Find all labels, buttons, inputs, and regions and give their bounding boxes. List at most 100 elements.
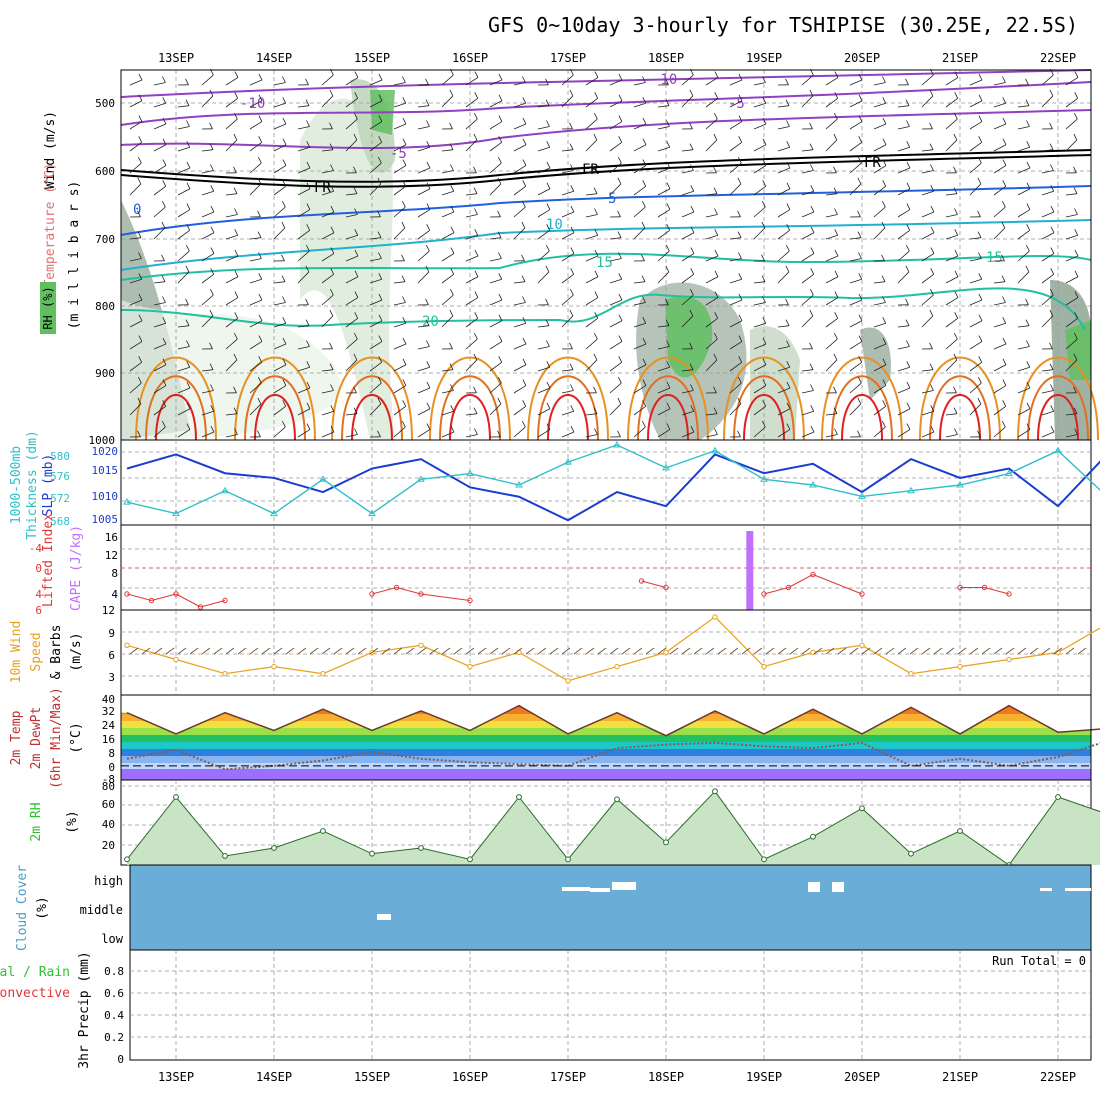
slp-tick: 1005: [92, 513, 119, 526]
wind-speed-marker: [615, 664, 619, 668]
date-label: 19SEP: [746, 1070, 782, 1084]
temp2m-label-4: (°C): [69, 722, 84, 753]
rh-marker: [713, 789, 718, 794]
temp-band: [121, 728, 1091, 735]
temp-band: [121, 749, 1091, 756]
rh-marker: [566, 857, 571, 862]
cloud-level-low: low: [101, 932, 123, 946]
rh-marker: [174, 795, 179, 800]
cape-bar: [746, 531, 753, 610]
rh2m-unit: (%): [65, 810, 80, 833]
rh-marker: [517, 795, 522, 800]
wind10-label-3: & Barbs: [49, 625, 64, 680]
date-label: 20SEP: [844, 51, 880, 65]
temp-tick: 16: [102, 733, 115, 746]
wind-speed-marker: [174, 657, 178, 661]
precip-label-total: Total / Rain: [0, 965, 70, 980]
wind-speed-marker: [713, 615, 717, 619]
date-label: 22SEP: [1040, 1070, 1076, 1084]
temp-ticks: 40 32 24 16 8 0 -8: [102, 693, 116, 786]
date-label: 21SEP: [942, 51, 978, 65]
date-label: 18SEP: [648, 51, 684, 65]
rh-marker: [419, 846, 424, 851]
rh-marker: [272, 846, 277, 851]
wind-speed-marker: [321, 672, 325, 676]
wind-speed-marker: [419, 643, 423, 647]
contour-label: 5: [608, 191, 616, 207]
date-label: 13SEP: [158, 1070, 194, 1084]
wind-speed-marker: [566, 679, 570, 683]
rh-marker: [125, 857, 130, 862]
rh-marker: [860, 806, 865, 811]
cloud-gap: [808, 882, 820, 892]
precip-panel: Run Total = 0 0.8 0.6 0.4 0.2 0 Total / …: [0, 950, 1091, 1069]
rh-marker: [762, 857, 767, 862]
rh2m-panel: 80 60 40 20 2m RH (%): [29, 780, 1100, 867]
temp2m-label-3: (6hr Min/Max): [49, 687, 64, 789]
temp-tick: 32: [102, 705, 115, 718]
wind-speed-marker: [860, 643, 864, 647]
rh-marker: [958, 829, 963, 834]
cloud-gap: [1065, 888, 1091, 891]
date-label: 13SEP: [158, 51, 194, 65]
contour-label: 10: [546, 217, 563, 233]
contour-label: 15: [986, 250, 1003, 266]
cape-label: CAPE (J/kg): [69, 525, 84, 611]
rh-marker: [909, 851, 914, 856]
rh-marker: [1056, 795, 1061, 800]
temp-tick: 8: [108, 747, 115, 760]
slp-tick: 1020: [92, 445, 119, 458]
pressure-tick: 500: [95, 97, 115, 110]
wind-speed-marker: [223, 672, 227, 676]
cape-tick: 4: [111, 588, 118, 601]
rh-marker: [615, 797, 620, 802]
lifted-index-label: Lifted Index: [41, 513, 56, 607]
contour-label: FR: [582, 162, 599, 178]
wind-speed-marker: [272, 664, 276, 668]
cape-li-panel: -4 0 4 6 16 12 8 4 Lifted Index CAPE (J/…: [29, 513, 1100, 617]
wind-tick: 9: [108, 627, 115, 640]
date-label: 14SEP: [256, 1070, 292, 1084]
wind10-label-4: (m/s): [69, 632, 84, 671]
rh-tick: 40: [102, 818, 115, 831]
cloud-gap: [612, 882, 636, 890]
wind10-label-1: 10m Wind: [9, 621, 24, 684]
pressure-tick: 900: [95, 367, 115, 380]
temp2m-label-2: 2m DewPt: [29, 707, 44, 770]
rh-tick: 20: [102, 839, 115, 852]
rh2m-label: 2m RH: [29, 802, 44, 841]
cape-tick: 8: [111, 567, 118, 580]
wind-speed-marker: [468, 664, 472, 668]
wind-tick: 3: [108, 671, 115, 684]
contour-label: 20: [422, 314, 439, 330]
date-label: 19SEP: [746, 51, 782, 65]
slp-label: SLP (mb): [41, 454, 56, 517]
wind-speed-marker: [125, 643, 129, 647]
rh-marker: [223, 854, 228, 859]
cloud-unit: (%): [35, 896, 50, 919]
date-label: 14SEP: [256, 51, 292, 65]
cloud-panel: high middle low Cloud Cover (%): [15, 865, 1091, 951]
precip-unit: 3hr Precip (mm): [77, 951, 92, 1068]
cloud-gap: [562, 887, 590, 891]
date-label: 17SEP: [550, 51, 586, 65]
cloud-gap: [377, 914, 391, 920]
cape-tick: 12: [105, 549, 118, 562]
pressure-tick: 600: [95, 165, 115, 178]
chart-title: GFS 0~10day 3-hourly for TSHIPISE (30.25…: [488, 13, 1078, 37]
temp-tick: 24: [102, 719, 116, 732]
wind-speed-marker: [909, 672, 913, 676]
temp-band: [121, 742, 1091, 749]
precip-tick: 0.6: [104, 987, 124, 1000]
temp2m-label-1: 2m Temp: [9, 710, 24, 765]
temp-band: [121, 756, 1091, 763]
wind-speed-marker: [762, 664, 766, 668]
cloud-label: Cloud Cover: [15, 865, 30, 951]
rh-marker: [321, 829, 326, 834]
temp2m-panel: 40 32 24 16 8 0 -8 2m Temp 2m DewPt (6hr…: [9, 687, 1100, 789]
slp-tick: 1010: [92, 490, 119, 503]
wind10-label-2: Speed: [29, 632, 44, 671]
slp-tick: 1015: [92, 464, 119, 477]
